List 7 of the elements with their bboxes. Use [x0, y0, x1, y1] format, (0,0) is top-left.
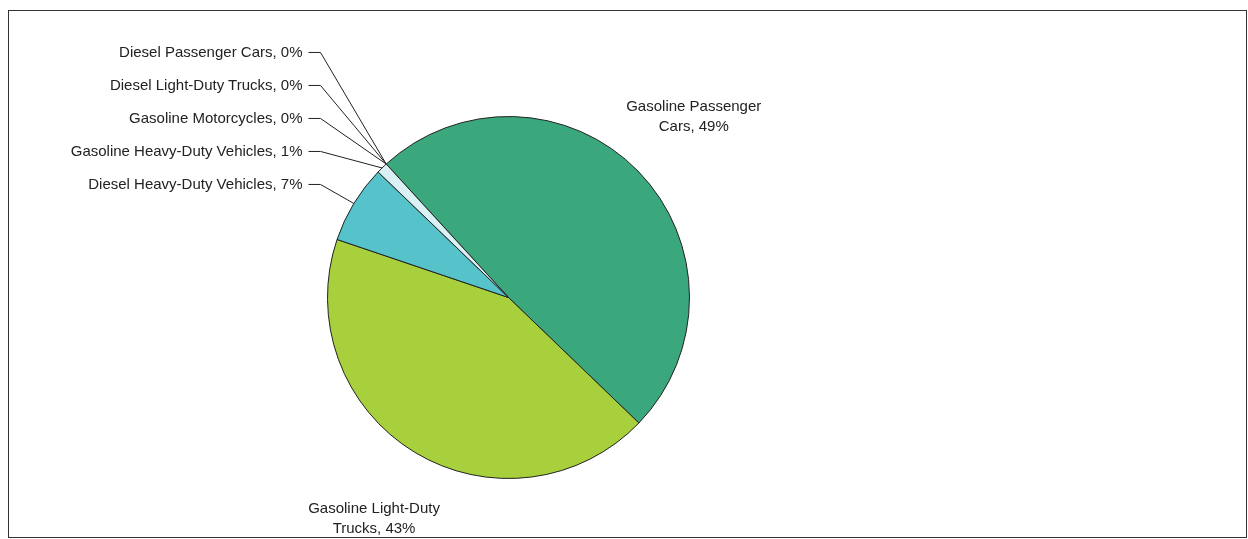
category-label: Diesel Light-Duty Trucks, 0% [109, 75, 303, 93]
slice-label: Gasoline Light-Duty Trucks, 43% [308, 498, 441, 536]
slice-label: Gasoline Heavy-Duty Vehicles, 1% [70, 141, 303, 159]
slice-label: Diesel Heavy-Duty Vehicles, 7% [88, 174, 303, 192]
category-label: Diesel Passenger Cars, 0% [119, 42, 303, 60]
category-label: Gasoline Motorcycles, 0% [129, 108, 303, 126]
slice-label: Gasoline Passenger Cars, 49% [626, 96, 762, 134]
